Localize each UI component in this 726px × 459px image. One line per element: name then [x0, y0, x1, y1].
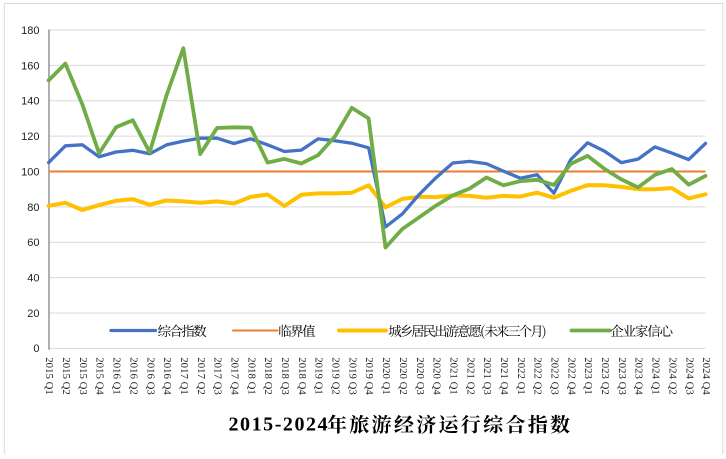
- svg-text:2018 Q1: 2018 Q1: [245, 357, 257, 395]
- svg-text:2015 Q3: 2015 Q3: [77, 357, 89, 395]
- svg-text:2018 Q4: 2018 Q4: [296, 357, 308, 395]
- svg-text:2015-2024: 2015-2024: [229, 413, 330, 435]
- svg-text:2024 Q2: 2024 Q2: [666, 357, 678, 395]
- svg-text:2020 Q3: 2020 Q3: [414, 357, 426, 395]
- svg-text:2017 Q2: 2017 Q2: [195, 357, 207, 395]
- svg-text:2016 Q4: 2016 Q4: [161, 357, 173, 395]
- svg-text:2016 Q1: 2016 Q1: [111, 357, 123, 395]
- svg-text:2024 Q1: 2024 Q1: [650, 357, 662, 395]
- svg-text:2018 Q3: 2018 Q3: [279, 357, 291, 395]
- svg-text:2020 Q1: 2020 Q1: [380, 357, 392, 395]
- svg-text:2015 Q4: 2015 Q4: [94, 357, 106, 395]
- svg-text:2021 Q4: 2021 Q4: [498, 357, 510, 395]
- svg-text:2021 Q1: 2021 Q1: [447, 357, 459, 395]
- svg-text:2023 Q1: 2023 Q1: [582, 357, 594, 395]
- svg-text:2020 Q2: 2020 Q2: [397, 357, 409, 395]
- svg-text:2018 Q2: 2018 Q2: [262, 357, 274, 395]
- svg-text:2021 Q2: 2021 Q2: [464, 357, 476, 395]
- svg-text:2019 Q4: 2019 Q4: [363, 357, 375, 395]
- svg-text:2022 Q2: 2022 Q2: [532, 357, 544, 395]
- svg-text:2019 Q1: 2019 Q1: [313, 357, 325, 395]
- svg-text:2015 Q2: 2015 Q2: [60, 357, 72, 395]
- svg-text:2024 Q4: 2024 Q4: [700, 357, 712, 395]
- svg-text:120: 120: [21, 131, 39, 143]
- svg-text:160: 160: [21, 60, 39, 72]
- svg-text:20: 20: [27, 308, 39, 320]
- svg-text:180: 180: [21, 25, 39, 37]
- svg-text:40: 40: [27, 273, 39, 285]
- svg-text:2015 Q1: 2015 Q1: [43, 357, 55, 395]
- svg-text:2016 Q2: 2016 Q2: [127, 357, 139, 395]
- svg-text:0: 0: [33, 343, 39, 355]
- svg-text:2023 Q4: 2023 Q4: [633, 357, 645, 395]
- svg-text:2023 Q2: 2023 Q2: [599, 357, 611, 395]
- svg-text:100: 100: [21, 166, 39, 178]
- svg-text:2022 Q4: 2022 Q4: [565, 357, 577, 395]
- svg-text:2022 Q3: 2022 Q3: [549, 357, 561, 395]
- svg-text:2017 Q4: 2017 Q4: [228, 357, 240, 395]
- svg-text:2020 Q4: 2020 Q4: [431, 357, 443, 395]
- svg-text:2021 Q3: 2021 Q3: [481, 357, 493, 395]
- svg-text:2017 Q3: 2017 Q3: [212, 357, 224, 395]
- svg-text:2024 Q3: 2024 Q3: [683, 357, 695, 395]
- svg-text:80: 80: [27, 202, 39, 214]
- svg-text:2017 Q1: 2017 Q1: [178, 357, 190, 395]
- svg-text:2016 Q3: 2016 Q3: [144, 357, 156, 395]
- svg-text:140: 140: [21, 96, 39, 108]
- svg-text:60: 60: [27, 237, 39, 249]
- svg-text:2019 Q3: 2019 Q3: [346, 357, 358, 395]
- svg-text:2023 Q3: 2023 Q3: [616, 357, 628, 395]
- svg-text:2022 Q1: 2022 Q1: [515, 357, 527, 395]
- svg-text:2019 Q2: 2019 Q2: [330, 357, 342, 395]
